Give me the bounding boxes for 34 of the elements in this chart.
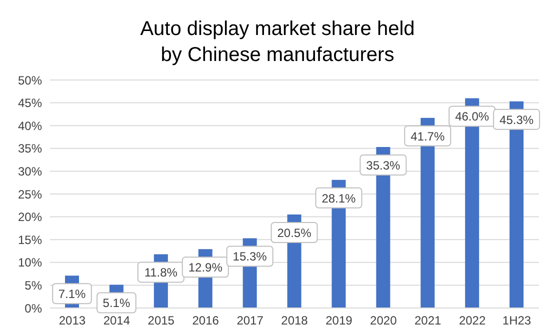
x-tick-label: 2018 xyxy=(281,314,308,328)
data-label: 45.3% xyxy=(500,112,534,127)
data-label: 7.1% xyxy=(58,287,86,302)
x-tick-label: 2019 xyxy=(326,314,353,328)
x-tick-label: 1H23 xyxy=(502,314,532,328)
x-tick-label: 2014 xyxy=(103,314,130,328)
data-label: 15.3% xyxy=(232,250,268,264)
x-tick-label: 2017 xyxy=(236,314,264,328)
y-tick-label: 15% xyxy=(18,232,42,247)
data-label: 41.7% xyxy=(410,129,445,144)
y-tick-label: 40% xyxy=(18,118,42,133)
data-label: 20.5% xyxy=(277,226,312,240)
data-label: 5.1% xyxy=(102,296,130,310)
data-label: 11.8% xyxy=(144,266,178,280)
data-label: 12.9% xyxy=(188,260,223,275)
data-label: 28.1% xyxy=(322,191,356,206)
y-tick-label: 20% xyxy=(18,210,42,224)
x-tick-label: 2015 xyxy=(148,314,175,328)
x-tick-label: 2013 xyxy=(58,314,86,328)
y-tick-label: 25% xyxy=(18,187,42,202)
data-label: 46.0% xyxy=(455,110,490,124)
y-tick-label: 10% xyxy=(18,256,42,270)
x-tick-label: 2021 xyxy=(414,314,442,328)
y-tick-label: 30% xyxy=(18,164,42,178)
data-label: 35.3% xyxy=(366,158,401,173)
y-tick-label: 35% xyxy=(18,142,42,156)
y-tick-label: 45% xyxy=(18,96,42,110)
x-tick-label: 2016 xyxy=(192,314,220,328)
chart-title: Auto display market share held by Chinese manufacturers xyxy=(139,17,416,68)
y-tick-label: 50% xyxy=(18,73,42,88)
y-tick-label: 5% xyxy=(24,278,42,292)
x-tick-label: 2022 xyxy=(458,314,486,328)
x-tick-label: 2020 xyxy=(370,314,398,328)
y-tick-label: 0% xyxy=(24,301,42,316)
